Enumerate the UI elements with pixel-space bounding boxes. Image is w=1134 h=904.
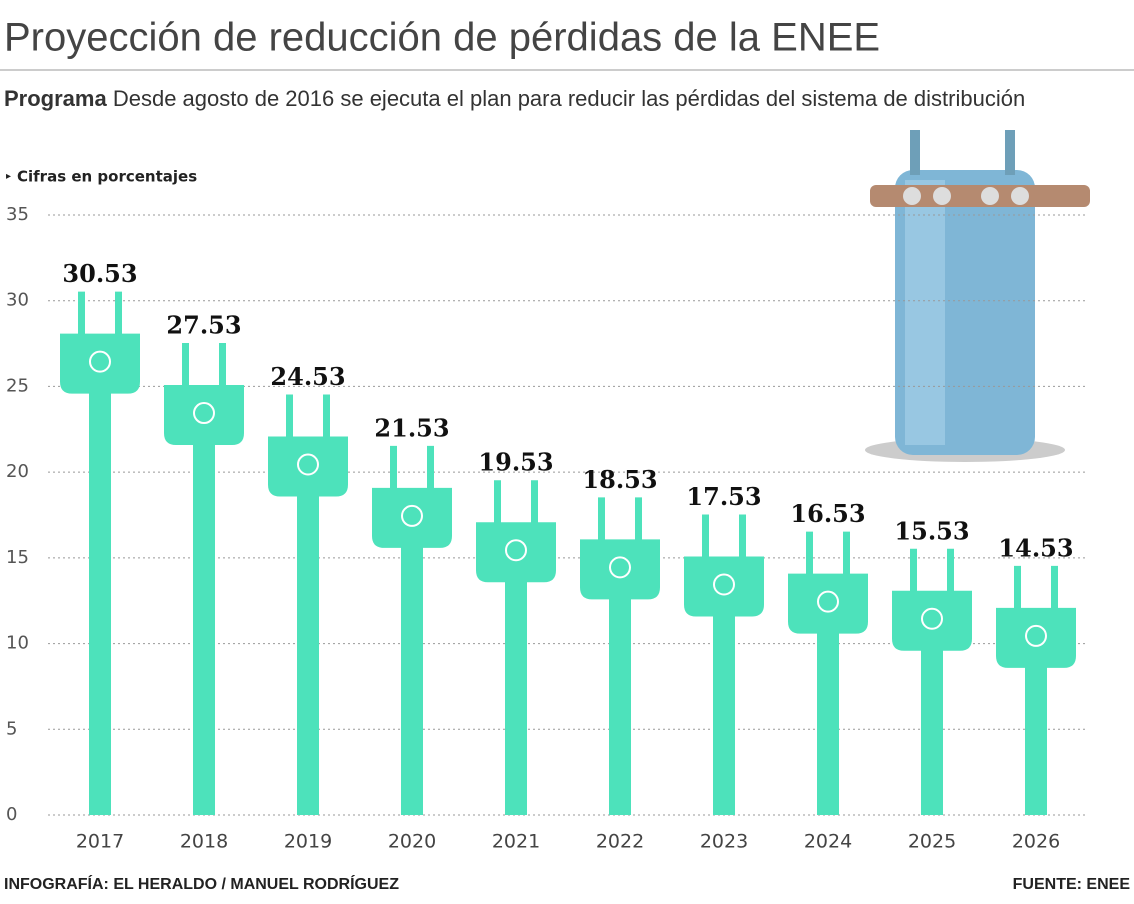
plug-bar — [60, 291, 140, 816]
plug-bar — [684, 514, 764, 815]
chart-title: Proyección de reducción de pérdidas de l… — [4, 16, 880, 60]
source: FUENTE: ENEE — [1013, 876, 1131, 893]
x-tick-label: 2018 — [180, 831, 228, 853]
value-label: 19.53 — [478, 448, 553, 477]
x-tick-label: 2017 — [76, 831, 124, 853]
value-label: 17.53 — [686, 482, 761, 511]
plug-bar — [580, 497, 660, 815]
plug-hole — [817, 590, 839, 613]
plug-bar — [892, 548, 972, 815]
bolt — [903, 187, 921, 205]
bolt — [981, 187, 999, 205]
y-tick-label: 0 — [6, 804, 17, 825]
y-tick-label: 35 — [6, 204, 29, 225]
insulator — [1005, 130, 1015, 175]
x-tick-label: 2021 — [492, 831, 540, 853]
x-tick-label: 2020 — [388, 831, 436, 853]
value-label: 16.53 — [790, 499, 865, 528]
plug-hole — [401, 504, 423, 527]
y-tick-label: 30 — [6, 290, 29, 311]
value-label: 21.53 — [374, 413, 449, 442]
subtitle-text: Desde agosto de 2016 se ejecuta el plan … — [112, 86, 1026, 111]
plug-hole — [921, 607, 943, 630]
insulator — [910, 130, 920, 175]
subtitle-box: Programa Desde agosto de 2016 se ejecuta… — [4, 84, 1044, 113]
x-tick-label: 2019 — [284, 831, 332, 853]
x-tick-label: 2024 — [804, 831, 852, 853]
subtitle: Programa Desde agosto de 2016 se ejecuta… — [4, 84, 1044, 113]
bolt — [1011, 187, 1029, 205]
value-label: 24.53 — [270, 362, 345, 391]
note: Cifras en porcentajes — [17, 168, 197, 186]
y-tick-label: 20 — [6, 461, 29, 482]
y-tick-label: 10 — [6, 633, 29, 654]
bushings — [870, 185, 1090, 207]
x-tick-label: 2025 — [908, 831, 956, 853]
plug-hole — [193, 402, 215, 425]
value-label: 14.53 — [998, 533, 1073, 562]
value-label: 27.53 — [166, 311, 241, 340]
y-tick-label: 15 — [6, 547, 29, 568]
value-label: 30.53 — [62, 259, 137, 288]
y-tick-label: 5 — [6, 718, 17, 739]
plug-bar — [996, 565, 1076, 815]
plug-bar — [372, 445, 452, 815]
plug-hole — [713, 573, 735, 596]
plug-bar — [788, 531, 868, 815]
plug-hole — [89, 350, 111, 373]
subtitle-bold: Programa — [4, 86, 107, 111]
value-label: 15.53 — [894, 516, 969, 545]
tank-highlight — [905, 180, 945, 445]
plug-hole — [609, 556, 631, 579]
plug-hole — [297, 453, 319, 476]
plug-bar — [164, 343, 244, 815]
plug-bar — [268, 394, 348, 815]
value-label: 18.53 — [582, 465, 657, 494]
x-tick-label: 2022 — [596, 831, 644, 853]
x-tick-label: 2026 — [1012, 831, 1060, 853]
x-tick-label: 2023 — [700, 831, 748, 853]
plug-hole — [1025, 624, 1047, 647]
plug-hole — [505, 539, 527, 562]
plug-bar — [476, 480, 556, 815]
note-arrow: ▸ — [6, 171, 11, 182]
y-tick-label: 25 — [6, 375, 29, 396]
credit: INFOGRAFÍA: EL HERALDO / MANUEL RODRÍGUE… — [4, 874, 399, 893]
transformer-illustration — [865, 130, 1090, 462]
bolt — [933, 187, 951, 205]
